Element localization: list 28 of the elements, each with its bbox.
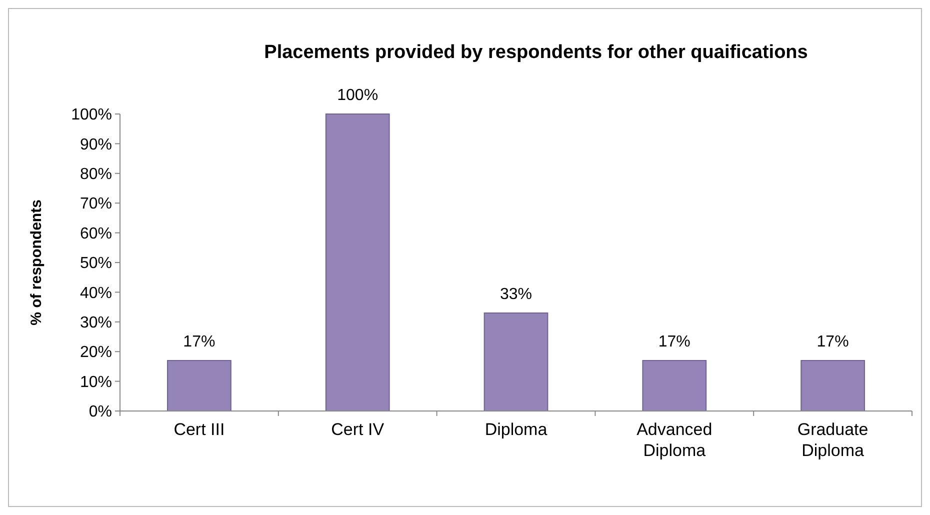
y-tick-label: 10% [80, 374, 112, 391]
bar [325, 114, 390, 412]
y-tick-label: 0% [88, 404, 112, 421]
x-tick-label: Diploma [484, 420, 548, 439]
data-label: 100% [337, 87, 378, 104]
y-axis-title: % of respondents [28, 200, 45, 326]
y-tick-label: 30% [80, 314, 112, 332]
data-label: 17% [816, 334, 849, 351]
bar [800, 360, 865, 412]
data-label: 33% [500, 286, 532, 303]
x-tick-label: Advanced Diploma [636, 420, 712, 460]
y-tick-label: 60% [80, 225, 112, 242]
chart-title: Placements provided by respondents for other quaifications [264, 42, 808, 63]
data-label: 17% [658, 334, 690, 351]
bar [167, 360, 232, 412]
y-tick-label: 40% [80, 284, 112, 302]
bar [642, 360, 707, 412]
y-tick-label: 20% [80, 344, 112, 362]
data-label: 17% [183, 334, 216, 351]
bar [484, 312, 548, 412]
y-tick-label: 70% [80, 196, 112, 213]
y-tick-label: 80% [80, 166, 112, 183]
y-tick-label: 50% [80, 255, 112, 272]
x-tick-label: Cert III [174, 420, 225, 439]
x-tick-label: Cert IV [331, 420, 385, 439]
x-tick-label: Graduate Diploma [797, 420, 868, 460]
y-tick-label: 90% [80, 136, 112, 154]
y-tick-label: 100% [71, 106, 112, 124]
